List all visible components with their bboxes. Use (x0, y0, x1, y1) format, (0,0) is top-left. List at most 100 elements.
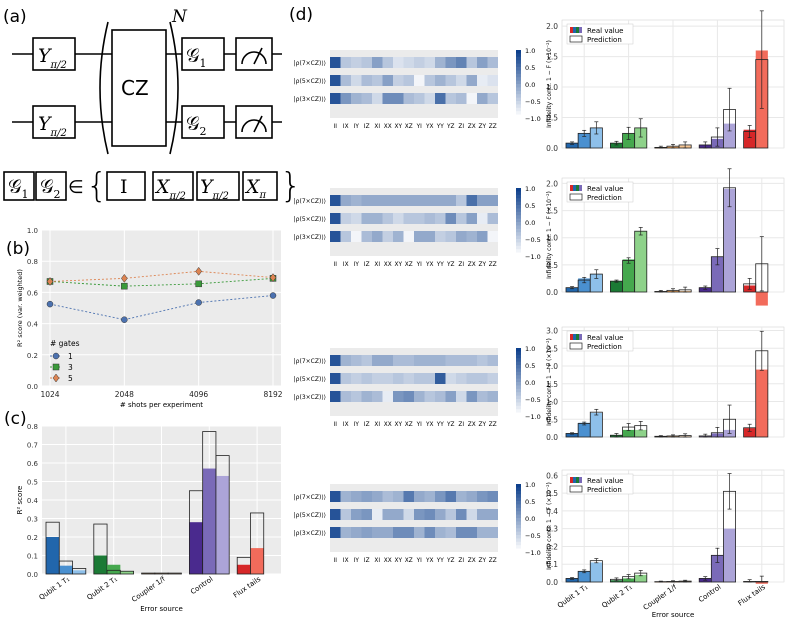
colorbar-segment (516, 395, 521, 400)
y-tick-label: 2.5 (546, 344, 558, 353)
legend-label-real: Real value (587, 477, 623, 485)
bar-filled (72, 570, 86, 574)
heatmap-cell (424, 93, 435, 104)
bar-real (578, 571, 591, 582)
data-point (46, 300, 54, 308)
heatmap-cell (330, 491, 341, 502)
heatmap-cell (340, 75, 351, 86)
heatmap-cell (466, 213, 477, 224)
heatmap-cell (445, 491, 456, 502)
heatmap-cell (330, 93, 341, 104)
heatmap-col-label: XI (374, 124, 380, 130)
heatmap-col-label: ZY (478, 124, 486, 130)
colorbar-segment (516, 56, 521, 61)
colorbar-tick: 0.0 (525, 219, 535, 227)
heatmap-cell (424, 491, 435, 502)
legend-swatch-real (573, 27, 576, 33)
heatmap-cell (435, 57, 446, 68)
heatmap-cell (435, 373, 446, 384)
heatmap-cell (382, 75, 393, 86)
heatmap-cell (382, 355, 393, 366)
y-tick-label: 0.3 (546, 525, 558, 534)
bar-outline (250, 512, 265, 575)
heatmap-col-label: XY (394, 422, 402, 428)
heatmap-cell (435, 93, 446, 104)
legend-label: 1 (68, 352, 73, 361)
heatmap-cell (361, 195, 372, 206)
heatmap-cell (403, 93, 414, 104)
bar-outline (45, 521, 60, 575)
heatmap-col-label: XZ (405, 124, 413, 130)
heatmap-cell (372, 213, 383, 224)
colorbar-segment (516, 528, 521, 533)
meter-icon (241, 119, 267, 133)
y-gate-2-label: Yπ/2 (38, 113, 67, 139)
heatmap-col-label: ZZ (489, 124, 497, 130)
colorbar-segment (516, 107, 521, 112)
g2-gate (181, 105, 225, 139)
heatmap-col-label: ZX (468, 262, 476, 268)
bar-real (723, 123, 736, 148)
colorbar-tick: 0.0 (525, 379, 535, 387)
heatmap-cell (445, 231, 456, 242)
colorbar-segment (516, 60, 521, 65)
heatmap-cell (424, 373, 435, 384)
heatmap-col-label: XZ (405, 262, 413, 268)
bar-real (699, 287, 712, 292)
heatmap-col-label: YX (425, 558, 434, 564)
heatmap-cell (477, 75, 488, 86)
bar-outline (72, 568, 87, 575)
heatmap-col-label: II (334, 262, 338, 268)
heatmap-cell (414, 93, 425, 104)
heatmap-cell (403, 195, 414, 206)
set-gate-x-half: Xπ/2 (154, 176, 186, 202)
heatmap-cell (330, 509, 341, 520)
colorbar-segment (516, 218, 521, 223)
y-gate-1-label: Yπ/2 (38, 45, 67, 71)
heatmap-cell (466, 75, 477, 86)
colorbar-segment (516, 399, 521, 403)
colorbar-segment (516, 501, 521, 505)
data-point (195, 299, 202, 306)
colorbar-segment (516, 490, 521, 495)
heatmap-cell (424, 57, 435, 68)
y-tick-label: 0.6 (546, 471, 558, 480)
colorbar-segment (516, 104, 521, 109)
colorbar-segment (516, 392, 521, 397)
heatmap-col-label: ZZ (489, 558, 497, 564)
bar-outline (119, 570, 135, 575)
heatmap-cell (393, 491, 404, 502)
bar-real (723, 188, 736, 292)
heatmap-col-label: YY (436, 422, 445, 428)
colorbar-tick: 1.0 (525, 481, 535, 489)
y-tick-label: 0.0 (546, 144, 558, 153)
heatmap-cell (382, 195, 393, 206)
plot-background (42, 230, 281, 386)
heatmap-cell (330, 195, 341, 206)
heatmap-cell (393, 75, 404, 86)
heatmap-cell (340, 57, 351, 68)
heatmap-cell (403, 391, 414, 402)
x-tick-label: 4096 (189, 390, 208, 399)
heatmap-cell (372, 93, 383, 104)
bar-real (566, 578, 579, 582)
heatmap-col-label: IY (354, 262, 360, 268)
heatmap-cell (466, 527, 477, 538)
heatmap-cell (340, 527, 351, 538)
heatmap-cell (403, 355, 414, 366)
colorbar-segment (516, 67, 521, 71)
heatmap-cell (435, 75, 446, 86)
set-g1-label: 𝒢1 (8, 176, 29, 201)
heatmap-col-label: XX (384, 124, 392, 130)
colorbar-segment (516, 73, 521, 78)
y-tick-label: 0.0 (546, 288, 558, 297)
heatmap-cell (456, 213, 467, 224)
heatmap-cell (424, 231, 435, 242)
y-tick-label: 1.0 (546, 83, 558, 92)
bar-outline (215, 455, 230, 575)
heatmap-col-label: II (334, 422, 338, 428)
heatmap-cell (393, 373, 404, 384)
bar-real (610, 281, 623, 292)
heatmap-cell (351, 491, 362, 502)
heatmap-cell (340, 509, 351, 520)
